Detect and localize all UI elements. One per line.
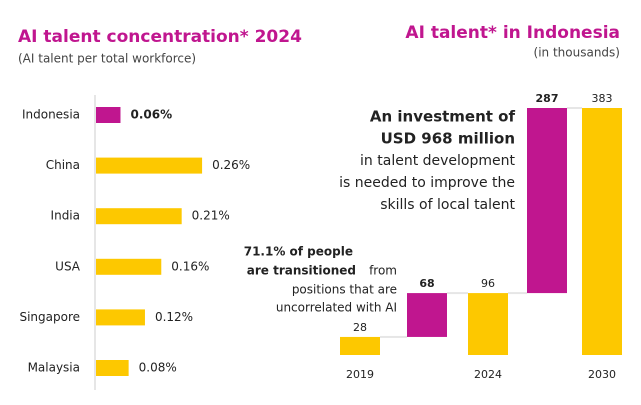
annotation-bold: 71.1% of people (244, 245, 353, 259)
x-tick-label: 2030 (588, 368, 616, 381)
annotation-text: from (369, 264, 397, 278)
value-label: 0.21% (192, 209, 230, 223)
annotation-bold: are transitioned (247, 264, 356, 278)
right-title: AI talent* in Indonesia (405, 23, 620, 43)
connector (380, 335, 407, 338)
value-label: 68 (419, 277, 434, 290)
value-label: 0.16% (171, 259, 209, 273)
category-label: China (46, 158, 80, 172)
value-label: 383 (592, 92, 613, 105)
value-label: 96 (481, 277, 495, 290)
value-label: 28 (353, 321, 367, 334)
category-label: Malaysia (28, 361, 80, 375)
value-label: 0.12% (155, 310, 193, 324)
value-label: 0.26% (212, 158, 250, 172)
category-label: Indonesia (22, 108, 80, 122)
annotation-text: positions that are (292, 283, 397, 297)
annotation-text: uncorrelated with AI (276, 301, 397, 315)
left-subtitle: (AI talent per total workforce) (18, 52, 196, 66)
left-title: AI talent concentration* 2024 (18, 27, 302, 47)
bar (96, 258, 162, 275)
value-label: 0.08% (139, 361, 177, 375)
value-label: 0.06% (130, 108, 172, 122)
x-tick-label: 2019 (346, 368, 374, 381)
annotation-bold: USD 968 million (381, 130, 515, 148)
annotation-text: skills of local talent (380, 197, 515, 213)
bar (96, 309, 145, 326)
connector (567, 107, 582, 109)
bar (96, 208, 182, 225)
bar (407, 293, 447, 337)
connector (447, 292, 468, 295)
annotation-bold: An investment of (370, 108, 516, 126)
bar (96, 107, 121, 123)
bar (96, 157, 203, 174)
connector (508, 292, 527, 295)
bar (582, 108, 622, 355)
annotation-text: in talent development (360, 153, 515, 169)
x-tick-label: 2024 (474, 368, 502, 381)
annotation-text: is needed to improve the (339, 175, 515, 191)
bar (96, 360, 129, 376)
bar (340, 336, 380, 355)
bar (468, 293, 508, 355)
bar (527, 108, 567, 294)
right-subtitle: (in thousands) (534, 46, 620, 60)
category-label: Singapore (19, 310, 80, 324)
category-label: India (51, 209, 80, 223)
category-label: USA (55, 259, 81, 273)
value-label: 287 (536, 92, 559, 105)
